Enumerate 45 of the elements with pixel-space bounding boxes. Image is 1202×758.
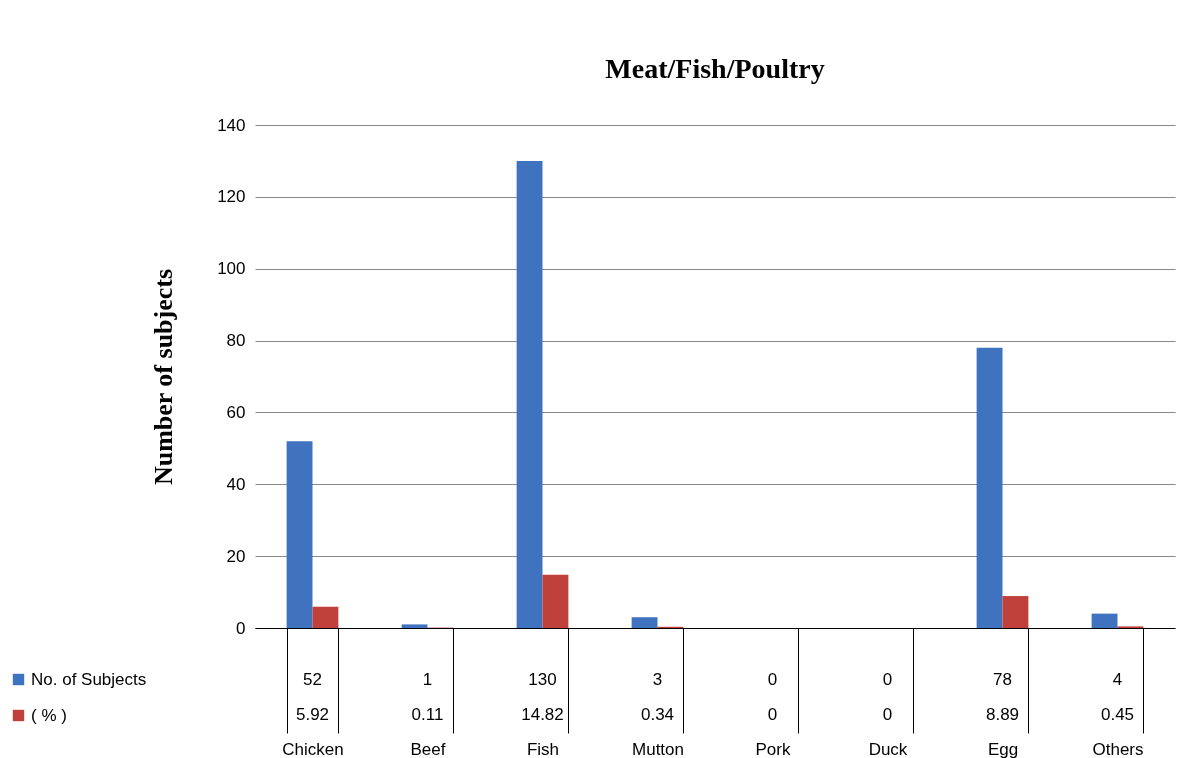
data-label: 0.34 (640, 705, 675, 724)
x-tick-label: Fish (526, 739, 560, 758)
chart-title: Meat/Fish/Poultry (605, 53, 825, 84)
data-label: 14.82 (521, 705, 564, 724)
y-tick-label: 20 (226, 546, 246, 566)
data-label: 130 (528, 670, 557, 689)
y-tick-label: 80 (226, 331, 246, 351)
x-tick-label: Duck (868, 739, 908, 758)
data-label: 0 (767, 670, 778, 689)
x-tick-label: Others (1092, 739, 1144, 758)
bar (976, 347, 1003, 628)
y-tick-label: 60 (226, 402, 246, 422)
bar (1091, 613, 1118, 628)
x-tick-label: Pork (755, 739, 791, 758)
data-label: 3 (652, 670, 663, 689)
data-label: 52 (303, 670, 322, 689)
legend-label: ( % ) (31, 705, 67, 725)
x-tick-label: Chicken (282, 739, 344, 758)
data-label: 5.92 (295, 705, 330, 724)
data-label: 0 (882, 670, 893, 689)
bar (312, 606, 339, 628)
x-tick-label: Beef (410, 739, 446, 758)
data-label: 0.45 (1100, 705, 1135, 724)
y-tick-label: 100 (217, 259, 246, 279)
y-tick-label: 0 (236, 618, 246, 638)
y-axis-title: Number of subjects (149, 268, 179, 486)
data-label: 0 (767, 705, 778, 724)
x-tick-label: Mutton (632, 739, 684, 758)
y-tick-label: 140 (217, 115, 246, 135)
bar (286, 441, 313, 628)
data-label: 0 (882, 705, 893, 724)
bar (1002, 596, 1029, 628)
bar (516, 160, 543, 628)
y-tick-label: 40 (226, 474, 246, 494)
data-label: 0.11 (411, 705, 444, 724)
data-label: 4 (1112, 670, 1123, 689)
bar (631, 617, 658, 628)
legend-label: No. of Subjects (31, 669, 147, 689)
bar (542, 574, 569, 628)
data-label: 8.89 (985, 705, 1020, 724)
x-tick-label: Egg (987, 739, 1019, 758)
y-tick-label: 120 (217, 187, 246, 207)
data-label: 78 (993, 670, 1012, 689)
data-label: 1 (422, 670, 433, 689)
bar (401, 624, 428, 628)
